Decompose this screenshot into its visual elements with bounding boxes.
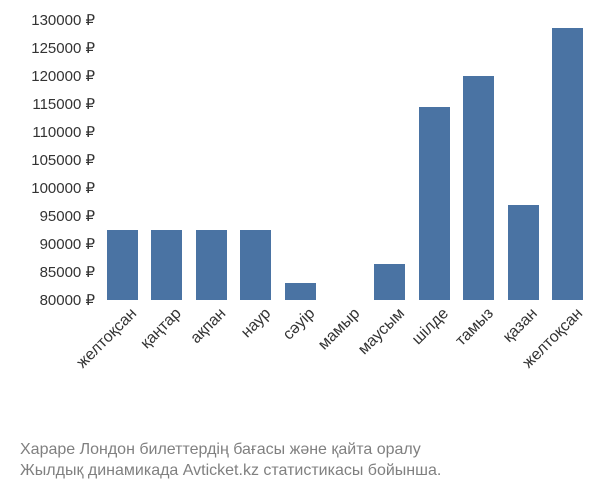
x-tick-label: наур — [238, 305, 275, 342]
y-tick-label: 100000 ₽ — [0, 179, 95, 197]
bar — [419, 107, 450, 300]
bar — [240, 230, 271, 300]
bar — [285, 283, 316, 300]
x-axis: желтоқсанқаңтарақпаннаурсәуірмамырмаусым… — [100, 305, 590, 435]
x-tick-label: маусым — [355, 305, 409, 359]
y-tick-label: 90000 ₽ — [0, 235, 95, 253]
x-tick-label: шілде — [409, 305, 453, 349]
y-tick-label: 85000 ₽ — [0, 263, 95, 281]
x-tick-label: тамыз — [452, 305, 497, 350]
bar — [196, 230, 227, 300]
y-axis: 80000 ₽85000 ₽90000 ₽95000 ₽100000 ₽1050… — [0, 20, 95, 300]
caption-line-1: Хараре Лондон билеттердің бағасы және қа… — [20, 439, 595, 461]
y-tick-label: 125000 ₽ — [0, 39, 95, 57]
y-tick-label: 115000 ₽ — [0, 95, 95, 113]
y-tick-label: 105000 ₽ — [0, 151, 95, 169]
chart-caption: Хараре Лондон билеттердің бағасы және қа… — [20, 439, 595, 482]
x-tick-label: желтоқсан — [74, 305, 141, 372]
y-tick-label: 80000 ₽ — [0, 291, 95, 309]
bar — [508, 205, 539, 300]
y-tick-label: 95000 ₽ — [0, 207, 95, 225]
bar — [552, 28, 583, 300]
y-tick-label: 120000 ₽ — [0, 67, 95, 85]
x-tick-label: қазан — [500, 305, 542, 347]
y-tick-label: 130000 ₽ — [0, 11, 95, 29]
x-tick-label: сәуір — [280, 305, 319, 344]
bar — [374, 264, 405, 300]
bar — [463, 76, 494, 300]
x-tick-label: қаңтар — [138, 305, 186, 353]
plot-area — [100, 20, 590, 300]
x-tick-label: ақпан — [187, 305, 230, 348]
bar — [151, 230, 182, 300]
price-chart: 80000 ₽ 85000 ₽ 90000 ₽ 95000 ₽ 100000 ₽ 1050… — [0, 0, 600, 500]
caption-line-2: Жылдық динамикада Avticket.kz статистика… — [20, 460, 595, 482]
bars-container — [100, 20, 590, 300]
y-tick-label: 110000 ₽ — [0, 123, 95, 141]
bar — [107, 230, 138, 300]
